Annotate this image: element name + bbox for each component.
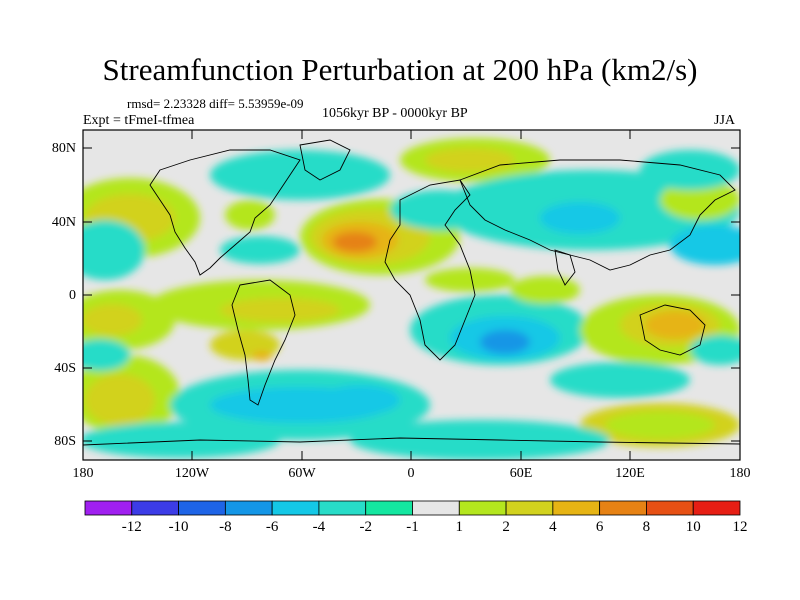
lon-label-180e: 180 — [729, 466, 751, 481]
colorbar-label: 1 — [455, 519, 464, 535]
colorbar-label: -2 — [359, 519, 372, 535]
colorbar-label: -12 — [121, 519, 142, 535]
colorbar-label: 2 — [502, 519, 510, 535]
lon-label-0: 0 — [407, 466, 415, 481]
colorbar-label: 6 — [595, 519, 604, 535]
lat-label-40s: 40S — [54, 361, 76, 376]
contour-field — [83, 130, 740, 460]
colorbar-label: -6 — [265, 519, 279, 535]
lat-label-40n: 40N — [51, 215, 76, 230]
colorbar-swatch — [271, 500, 320, 516]
colorbar-swatch — [224, 500, 273, 516]
lat-label-80s: 80S — [54, 434, 76, 449]
coastlines — [83, 139, 740, 446]
colorbar-label: 12 — [732, 519, 748, 535]
lon-label-60w: 60W — [288, 466, 316, 481]
season-label: JJA — [714, 113, 736, 128]
colorbar-label: -1 — [406, 519, 419, 535]
colorbar-swatch — [552, 500, 601, 516]
colorbar-label: 10 — [685, 519, 701, 535]
stats-label: rmsd= 2.23328 diff= 5.53959e-09 — [127, 96, 304, 111]
colorbar-swatch — [646, 500, 694, 516]
lon-label-60e: 60E — [509, 466, 533, 481]
map-title: Streamfunction Perturbation at 200 hPa (… — [102, 52, 698, 87]
colorbar-label: 4 — [549, 519, 557, 535]
lon-label-180w: 180 — [72, 466, 94, 481]
colorbar-swatch — [131, 500, 179, 516]
colorbar-swatch — [318, 500, 367, 516]
experiment-label: Expt = tFmeI-tfmea — [83, 113, 195, 128]
colorbar-swatch — [84, 500, 133, 516]
colorbar-swatch — [365, 500, 413, 516]
lat-label-0: 0 — [69, 288, 76, 303]
colorbar-swatch — [505, 500, 554, 516]
colorbar-swatch — [599, 500, 647, 516]
colorbar-swatch — [692, 500, 741, 516]
colorbar-label: -10 — [168, 519, 189, 535]
lat-tick-marks — [83, 147, 740, 442]
lon-label-120w: 120W — [174, 466, 210, 481]
lat-label-80n: 80N — [51, 141, 76, 156]
lon-label-120e: 120E — [615, 466, 645, 481]
colorbar-swatch — [458, 500, 507, 516]
colorbar — [84, 500, 741, 516]
colorbar-swatch — [178, 500, 226, 516]
colorbar-label: -8 — [219, 519, 232, 535]
colorbar-label: -4 — [312, 519, 326, 535]
colorbar-label: 8 — [642, 519, 651, 535]
lon-tick-marks — [82, 130, 741, 460]
period-label: 1056kyr BP - 0000kyr BP — [322, 106, 468, 121]
colorbar-swatch — [412, 500, 460, 516]
